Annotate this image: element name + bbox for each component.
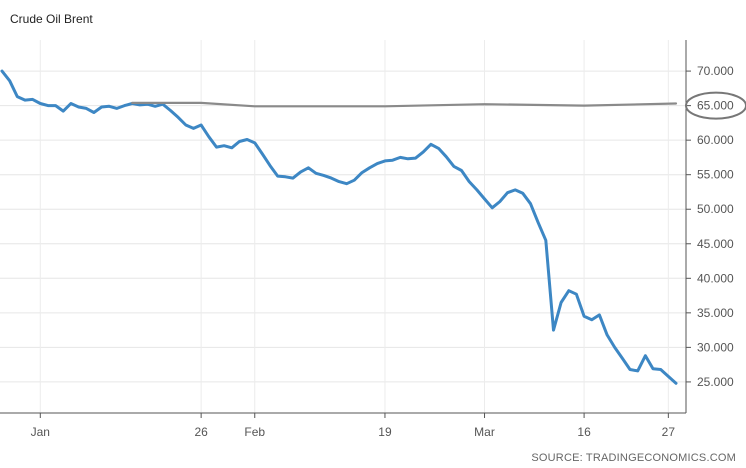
y-tick-label: 45.000 [697,237,734,251]
value-highlight [685,91,746,120]
x-tick-label: Mar [474,425,495,439]
chart-source: SOURCE: TRADINGECONOMICS.COM [531,452,736,464]
price-line [0,69,678,385]
y-tick-label: 55.000 [697,168,734,182]
y-tick-label: 60.000 [697,133,734,147]
y-tick-label: 30.000 [697,340,734,354]
y-tick-label: 35.000 [697,306,734,320]
y-tick-label: 70.000 [697,64,734,78]
y-tick-label: 25.000 [697,375,734,389]
y-tick-label: 65.000 [697,99,734,113]
x-tick-label: Feb [244,425,265,439]
axes [0,40,691,418]
y-tick-label: 50.000 [697,202,734,216]
y-tick-label: 40.000 [697,271,734,285]
series-layer [0,69,678,385]
grid [0,40,686,413]
x-tick-label: 19 [378,425,392,439]
annotation-line [131,101,678,108]
x-tick-label: 26 [194,425,208,439]
value-circle [685,91,746,120]
tick-labels: 25.000 30.000 35.000 40.000 45.000 50.000 55.0… [31,64,734,439]
chart-title: Crude Oil Brent [10,12,93,26]
x-tick-label: 16 [577,425,591,439]
x-tick-label: Jan [31,425,50,439]
x-tick-label: 27 [662,425,676,439]
